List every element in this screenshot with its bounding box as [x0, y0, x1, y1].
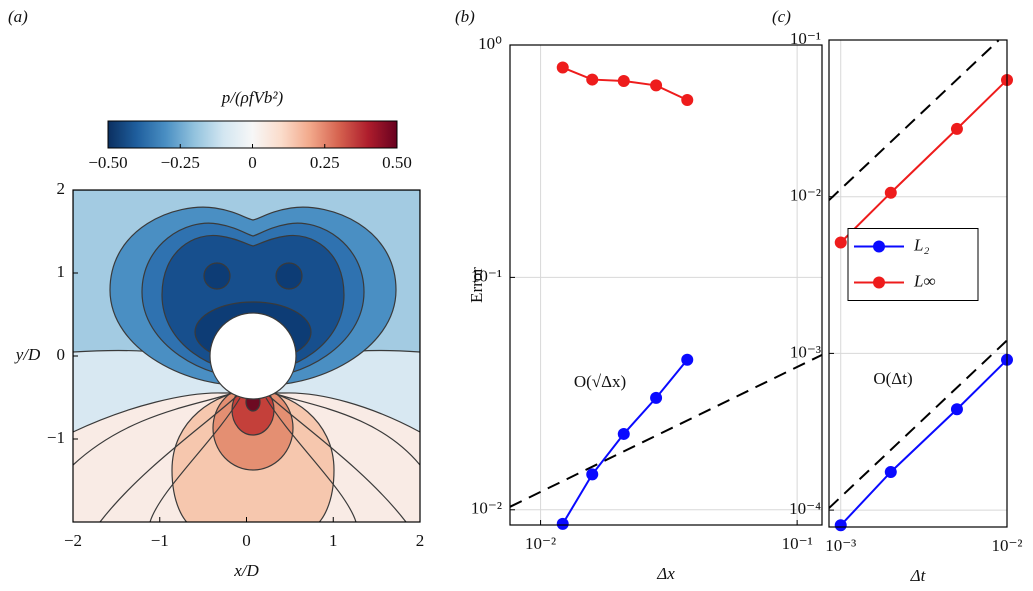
plot-area [510, 353, 822, 508]
plot-frame [72, 189, 421, 523]
data-point [617, 74, 630, 87]
data-point [586, 468, 599, 481]
y-tick-label: 10⁻² [790, 186, 821, 205]
colorbar-title: p/(ρfVb²) [221, 88, 284, 107]
reference-line [510, 353, 822, 508]
data-point [834, 519, 847, 532]
contour-region [203, 262, 231, 290]
y-tick-label: −1 [47, 428, 65, 447]
data-point [650, 391, 663, 404]
data-point [681, 353, 694, 366]
reference-line [829, 339, 1007, 509]
annotation: O(√Δx) [574, 372, 626, 391]
data-point [884, 186, 897, 199]
colorbar [107, 120, 398, 149]
data-point [950, 122, 963, 135]
legend-marker [873, 276, 885, 289]
y-tick-label: 10⁻¹ [471, 266, 502, 285]
x-tick-label: −2 [64, 531, 82, 550]
colorbar-tick-label: 0 [248, 153, 257, 172]
x-tick-label: 2 [416, 531, 425, 550]
reference-line [829, 40, 1000, 201]
data-point [950, 403, 963, 416]
y-tick-label: 10⁻⁴ [789, 499, 821, 518]
x-tick-label: 10⁻³ [825, 536, 856, 555]
contour-lines [73, 391, 420, 522]
colorbar-tick-label: 0.50 [382, 153, 412, 172]
y-tick-label: 1 [57, 262, 66, 281]
x-axis-label: Δx [656, 564, 675, 583]
series-line [840, 79, 1008, 244]
plot-area [829, 40, 1007, 509]
data-point [556, 517, 569, 530]
y-tick-label: 10⁻¹ [790, 29, 821, 48]
legend-marker [873, 240, 885, 253]
y-tick-label: 0 [57, 345, 66, 364]
data-point [834, 236, 847, 249]
x-axis-label: Δt [910, 566, 927, 585]
legend-label: L₂ [913, 235, 929, 254]
annotation: O(Δt) [873, 369, 912, 388]
data-point [884, 466, 897, 479]
y-tick-label: 10⁰ [478, 34, 502, 53]
data-point [617, 427, 630, 440]
data-point [556, 61, 569, 74]
colorbar-tick-label: −0.50 [88, 153, 127, 172]
x-tick-label: 10⁻² [525, 534, 556, 553]
y-tick-label: 10⁻² [471, 499, 502, 518]
panel-label: (c) [772, 7, 791, 26]
x-tick-label: 10⁻¹ [782, 534, 813, 553]
panel-label: (b) [455, 7, 475, 26]
plot-frame [828, 39, 1008, 528]
x-tick-label: −1 [151, 531, 169, 550]
data-point [650, 79, 663, 92]
series-line [840, 359, 1008, 526]
contour-region [275, 262, 303, 290]
x-tick-label: 1 [329, 531, 338, 550]
x-tick-label: 10⁻² [991, 536, 1022, 555]
legend-label: L∞ [913, 271, 936, 290]
panel-label: (a) [8, 7, 28, 26]
y-axis-label: y/D [14, 345, 41, 364]
legend-box [847, 228, 979, 301]
contour-field [73, 190, 420, 522]
x-tick-label: 0 [242, 531, 251, 550]
colorbar-tick-label: −0.25 [161, 153, 200, 172]
data-point [681, 93, 694, 106]
x-axis-label: x/D [233, 561, 259, 580]
y-tick-label: 10⁻³ [790, 342, 821, 361]
data-point [586, 73, 599, 86]
cylinder [209, 312, 297, 400]
y-axis-label: Error [467, 267, 486, 303]
colorbar-tick-label: 0.25 [310, 153, 340, 172]
y-tick-label: 2 [57, 179, 66, 198]
plot-frame [509, 44, 823, 526]
